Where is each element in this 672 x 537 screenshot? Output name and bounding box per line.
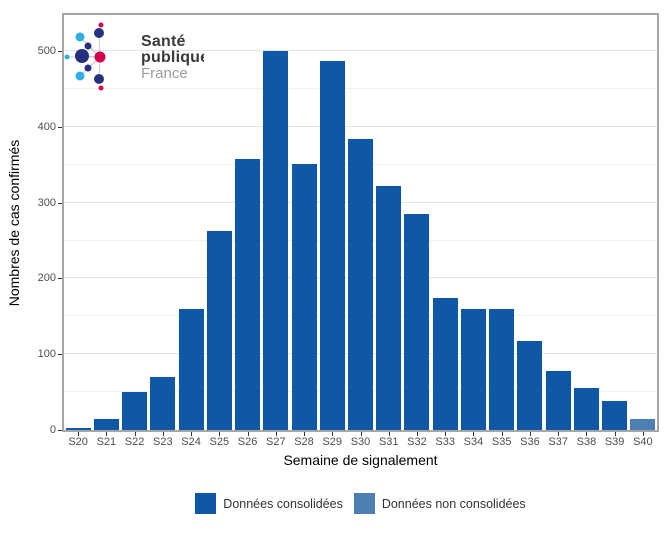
bar-S20 <box>65 427 91 430</box>
x-tick-mark-S22 <box>134 432 136 436</box>
gridline-400 <box>64 125 657 127</box>
logo-dots <box>64 22 106 91</box>
x-tick-mark-S24 <box>191 432 193 436</box>
x-tick-label-S28: S28 <box>294 436 314 448</box>
y-tick-mark-200 <box>58 278 62 280</box>
y-tick-mark-500 <box>58 51 62 52</box>
x-tick-label-S38: S38 <box>576 436 597 448</box>
bar-S39 <box>602 401 628 430</box>
x-tick-mark-S40 <box>642 432 644 436</box>
x-tick-label-S35: S35 <box>491 436 512 448</box>
x-tick-mark-S35 <box>501 432 503 436</box>
bar-S30 <box>348 138 373 430</box>
chart-legend: Données consolidées Données non consolidé… <box>62 493 659 514</box>
x-tick-mark-S37 <box>558 432 560 436</box>
bar-S35 <box>489 308 515 430</box>
legend-label-0: Données consolidées <box>223 496 343 511</box>
x-tick-mark-S30 <box>360 432 362 436</box>
x-tick-mark-S25 <box>219 432 221 436</box>
bar-S26 <box>235 158 261 430</box>
x-tick-label-S32: S32 <box>407 436 427 448</box>
x-tick-label-S33: S33 <box>435 436 455 448</box>
x-tick-mark-S32 <box>416 432 418 436</box>
x-tick-label-S21: S21 <box>96 436 117 448</box>
x-axis-title: Semaine de signalement <box>283 452 438 468</box>
x-tick-label-S25: S25 <box>209 436 230 448</box>
plot-panel <box>62 13 659 432</box>
x-tick-label-S30: S30 <box>350 436 371 448</box>
y-tick-mark-0 <box>58 430 62 431</box>
y-tick-label-200: 200 <box>37 272 56 285</box>
legend-label-1: Données non consolidées <box>381 496 526 511</box>
x-tick-mark-S27 <box>275 432 277 436</box>
logo-text-line1: Santé <box>141 33 186 50</box>
x-tick-mark-S39 <box>614 432 616 436</box>
x-tick-mark-S20 <box>78 432 80 436</box>
x-tick-label-S20: S20 <box>68 436 88 448</box>
x-tick-label-S34: S34 <box>463 436 484 448</box>
x-tick-mark-S26 <box>247 432 249 436</box>
x-tick-mark-S34 <box>473 432 475 436</box>
legend-swatch-1 <box>353 493 375 514</box>
bar-S40 <box>630 418 656 430</box>
bar-S33 <box>432 298 458 430</box>
y-tick-label-300: 300 <box>37 196 56 209</box>
x-tick-label-S23: S23 <box>153 436 173 448</box>
bar-S27 <box>263 51 289 430</box>
legend-swatch-0 <box>195 493 217 514</box>
x-tick-mark-S23 <box>162 432 164 436</box>
x-tick-mark-S21 <box>106 432 108 436</box>
x-tick-label-S27: S27 <box>265 436 286 448</box>
x-tick-label-S22: S22 <box>124 436 145 448</box>
bar-S24 <box>178 308 204 430</box>
x-tick-label-S39: S39 <box>604 436 625 448</box>
x-tick-label-S40: S40 <box>633 436 653 448</box>
logo-text-line3: France <box>141 65 188 82</box>
x-tick-mark-S29 <box>332 432 334 436</box>
bar-S25 <box>206 230 232 430</box>
bar-S37 <box>545 370 571 430</box>
y-tick-label-0: 0 <box>49 424 56 436</box>
bar-S23 <box>150 376 176 430</box>
y-tick-label-400: 400 <box>37 120 56 133</box>
bar-S32 <box>404 213 430 430</box>
gridline-500 <box>64 50 657 51</box>
logo-text-line2: publique <box>141 49 204 66</box>
sante-publique-france-logo: Santé publique France <box>64 22 204 91</box>
bar-S22 <box>122 392 148 430</box>
legend-item-1: Données non consolidées <box>353 493 526 514</box>
x-tick-label-S29: S29 <box>322 436 343 448</box>
x-tick-mark-S28 <box>304 432 306 436</box>
bar-S21 <box>93 418 119 430</box>
x-tick-mark-S36 <box>529 432 531 436</box>
bar-S31 <box>376 185 402 430</box>
y-tick-mark-100 <box>58 354 62 356</box>
x-tick-label-S31: S31 <box>378 436 399 448</box>
y-tick-mark-300 <box>58 202 62 204</box>
y-tick-label-500: 500 <box>37 45 56 57</box>
y-axis-title: Nombres de cas confirmés <box>6 139 22 307</box>
x-tick-mark-S38 <box>586 432 588 436</box>
x-tick-label-S37: S37 <box>548 436 568 448</box>
x-tick-mark-S31 <box>388 432 390 436</box>
y-tick-mark-400 <box>58 126 62 128</box>
x-tick-mark-S33 <box>445 432 447 436</box>
x-tick-label-S26: S26 <box>237 436 258 448</box>
bar-S36 <box>517 340 543 430</box>
bar-S28 <box>291 163 317 430</box>
bar-S38 <box>573 388 599 430</box>
x-tick-label-S36: S36 <box>520 436 540 448</box>
legend-item-0: Données consolidées <box>195 493 343 514</box>
x-tick-label-S24: S24 <box>181 436 201 448</box>
y-tick-label-100: 100 <box>37 348 56 361</box>
gridline-450 <box>64 87 657 89</box>
bar-S34 <box>460 308 486 430</box>
bar-S29 <box>319 60 345 430</box>
